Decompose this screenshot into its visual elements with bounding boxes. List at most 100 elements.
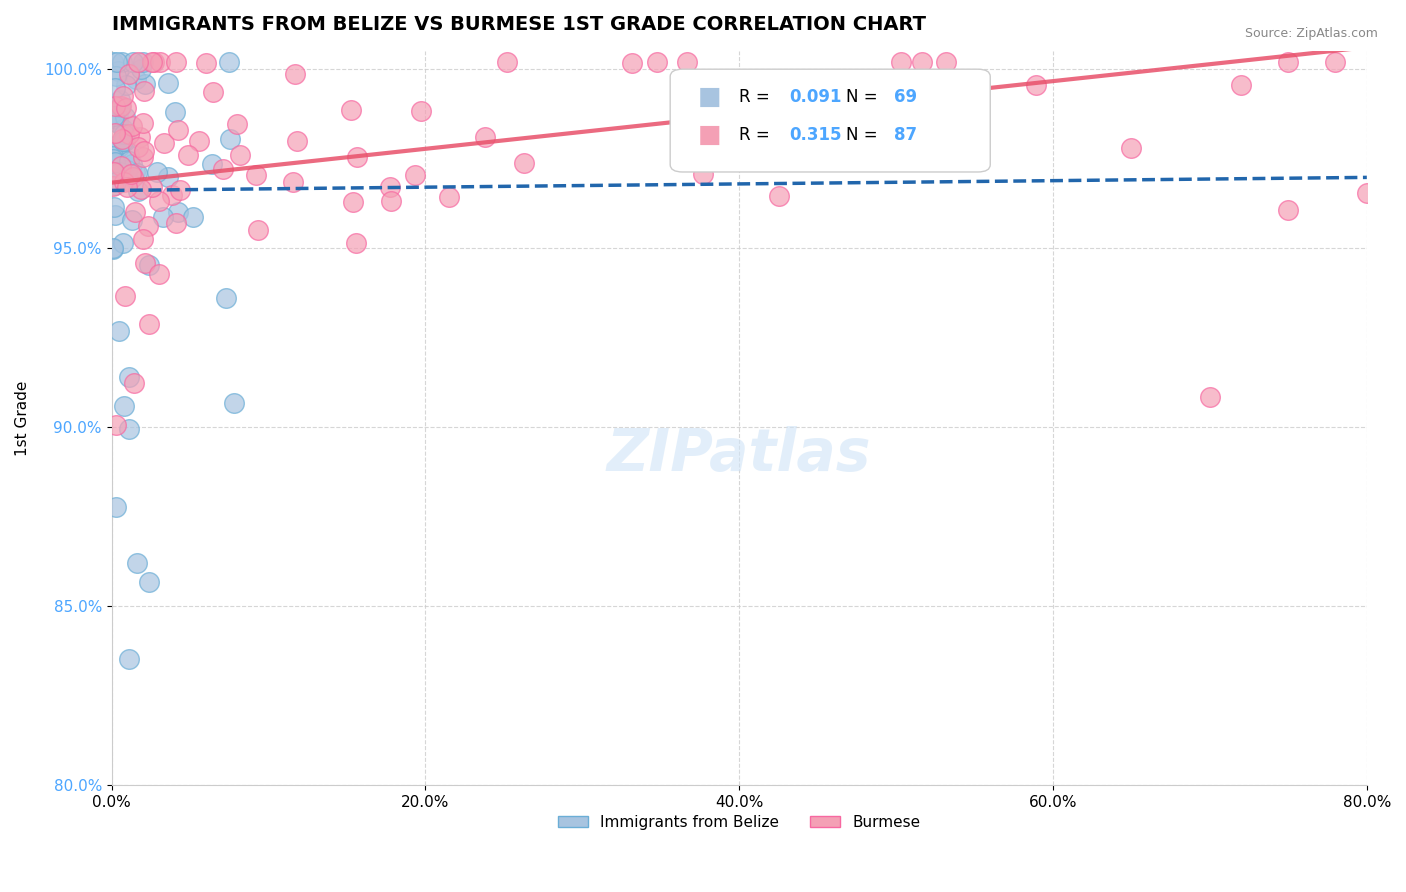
Point: [128, 130, 150, 145]
Point: [114, 78, 136, 92]
Point: [148, 267, 170, 281]
Point: [513, 156, 536, 170]
Point: [125, 557, 148, 571]
Point: [122, 169, 145, 184]
Point: [1121, 141, 1143, 155]
Point: [107, 116, 129, 130]
Point: [134, 256, 156, 270]
Point: [229, 148, 252, 162]
Point: [121, 119, 143, 133]
Point: [114, 110, 136, 124]
Point: [188, 134, 211, 148]
Text: Source: ZipAtlas.com: Source: ZipAtlas.com: [1244, 27, 1378, 40]
Point: [103, 165, 125, 179]
Point: [104, 126, 127, 140]
Point: [121, 212, 143, 227]
Point: [107, 64, 129, 78]
Point: [165, 54, 187, 69]
Point: [201, 86, 224, 100]
Point: [104, 178, 127, 193]
Point: [104, 148, 127, 162]
Text: R =: R =: [740, 127, 775, 145]
Point: [152, 211, 174, 225]
Point: [692, 167, 714, 181]
Point: [105, 54, 128, 69]
Point: [105, 418, 128, 433]
Point: [495, 54, 517, 69]
Point: [141, 180, 163, 194]
Point: [104, 139, 127, 153]
Point: [138, 219, 160, 233]
Text: 87: 87: [894, 127, 917, 145]
Point: [676, 54, 699, 69]
Point: [111, 122, 134, 136]
Point: [124, 205, 146, 219]
Point: [1199, 390, 1222, 404]
Point: [404, 168, 426, 182]
Text: 0.091: 0.091: [789, 88, 842, 106]
Point: [112, 128, 135, 142]
Point: [132, 84, 155, 98]
Point: [935, 54, 957, 69]
Point: [124, 165, 146, 179]
Point: [114, 289, 136, 303]
Point: [127, 184, 149, 198]
Point: [118, 369, 141, 384]
Point: [167, 122, 190, 136]
Point: [107, 162, 129, 177]
Text: ■: ■: [697, 85, 721, 109]
Point: [157, 76, 180, 90]
Point: [107, 325, 129, 339]
Point: [733, 87, 755, 102]
Point: [110, 132, 132, 146]
Text: R =: R =: [740, 88, 775, 106]
Point: [121, 156, 143, 170]
Point: [212, 162, 235, 177]
Point: [125, 166, 148, 180]
Point: [132, 149, 155, 163]
Point: [125, 72, 148, 87]
Point: [120, 168, 142, 182]
Point: [138, 258, 160, 272]
Point: [104, 208, 127, 222]
Point: [118, 422, 141, 436]
Point: [118, 148, 141, 162]
Point: [283, 68, 305, 82]
Point: [103, 109, 125, 123]
Point: [115, 101, 138, 115]
Point: [181, 211, 204, 225]
Point: [340, 103, 363, 117]
Point: [114, 399, 136, 413]
Point: [114, 134, 136, 148]
Point: [104, 154, 127, 169]
Point: [101, 152, 124, 166]
Point: [380, 194, 402, 209]
Point: [104, 99, 127, 113]
Point: [245, 168, 267, 182]
Legend: Immigrants from Belize, Burmese: Immigrants from Belize, Burmese: [551, 809, 927, 836]
Point: [439, 189, 461, 203]
Point: [115, 179, 138, 194]
Point: [122, 376, 145, 390]
Point: [127, 54, 149, 69]
Point: [110, 100, 132, 114]
Point: [112, 236, 135, 251]
Point: [246, 223, 269, 237]
Point: [111, 89, 134, 103]
Point: [103, 200, 125, 214]
Point: [285, 134, 308, 148]
Point: [104, 69, 127, 83]
Point: [733, 84, 755, 98]
Point: [645, 54, 668, 69]
Point: [115, 163, 138, 178]
Point: [108, 138, 131, 153]
Point: [108, 165, 131, 179]
Point: [132, 232, 155, 246]
Text: IMMIGRANTS FROM BELIZE VS BURMESE 1ST GRADE CORRELATION CHART: IMMIGRANTS FROM BELIZE VS BURMESE 1ST GR…: [111, 15, 925, 34]
Point: [117, 173, 139, 187]
Point: [1230, 78, 1253, 92]
Point: [138, 574, 160, 589]
Point: [1025, 78, 1047, 93]
Point: [219, 131, 242, 145]
Point: [110, 99, 132, 113]
